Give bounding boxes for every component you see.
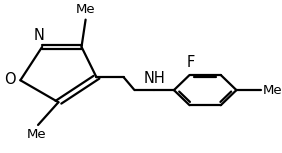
Text: Me: Me [263, 84, 282, 97]
Text: F: F [187, 55, 195, 70]
Text: Me: Me [76, 3, 95, 16]
Text: N: N [34, 28, 45, 43]
Text: NH: NH [144, 71, 165, 86]
Text: Me: Me [27, 128, 47, 141]
Text: O: O [4, 72, 16, 87]
